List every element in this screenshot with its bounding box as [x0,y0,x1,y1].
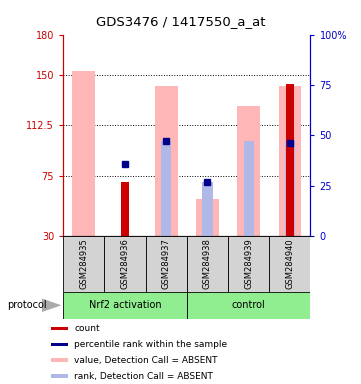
Bar [63,292,187,319]
Bar [51,359,68,362]
Polygon shape [42,298,61,312]
Text: GSM284935: GSM284935 [79,238,88,290]
Bar [196,199,219,236]
Bar [237,106,260,236]
Bar [187,292,310,319]
Text: count: count [74,324,100,333]
Text: rank, Detection Call = ABSENT: rank, Detection Call = ABSENT [74,372,213,381]
Text: protocol: protocol [7,300,47,310]
Text: GSM284938: GSM284938 [203,238,212,290]
Bar [285,141,295,236]
Bar [51,343,68,346]
Text: GSM284936: GSM284936 [121,238,130,290]
Text: value, Detection Call = ABSENT: value, Detection Call = ABSENT [74,356,218,365]
Bar [161,141,171,236]
Bar [121,182,129,236]
Text: GSM284939: GSM284939 [244,238,253,290]
Bar [228,236,269,292]
Bar [73,71,95,236]
Bar [104,236,145,292]
Text: Nrf2 activation: Nrf2 activation [89,300,161,310]
Bar [269,236,310,292]
Bar [202,182,213,236]
Bar [279,86,301,236]
Text: GDS3476 / 1417550_a_at: GDS3476 / 1417550_a_at [96,15,265,28]
Text: percentile rank within the sample: percentile rank within the sample [74,340,227,349]
Bar [187,236,228,292]
Bar [286,84,294,236]
Bar [51,374,68,378]
Text: GSM284937: GSM284937 [162,238,171,290]
Text: GSM284940: GSM284940 [285,239,294,289]
Bar [51,327,68,330]
Bar [155,86,178,236]
Text: control: control [232,300,265,310]
Bar [244,141,254,236]
Bar [63,236,104,292]
Bar [145,236,187,292]
